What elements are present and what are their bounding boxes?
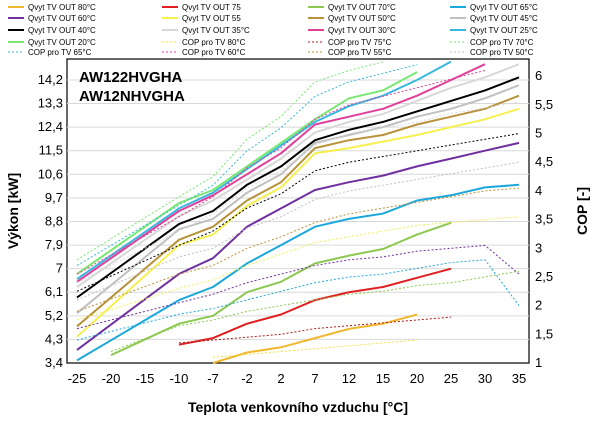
series-line bbox=[76, 161, 520, 301]
y-tick-label: 5,2 bbox=[45, 308, 63, 323]
series-line bbox=[76, 76, 520, 299]
series-line bbox=[76, 101, 520, 284]
x-tick-label: -2 bbox=[241, 371, 253, 386]
x-tick-label: 12 bbox=[342, 371, 356, 386]
x-tick-label: -7 bbox=[207, 371, 219, 386]
y-tick-label: 11,5 bbox=[39, 143, 63, 158]
plot-frame bbox=[66, 58, 530, 364]
series-line bbox=[76, 71, 418, 275]
series-line bbox=[76, 183, 520, 362]
x-tick-label: 25 bbox=[444, 371, 458, 386]
y2-tick-label: 1 bbox=[535, 355, 542, 370]
y-tick-label: 7 bbox=[56, 261, 63, 276]
series-line bbox=[76, 259, 520, 341]
legend-label: Qvyt TV OUT 20°C bbox=[28, 38, 96, 47]
y-tick-label: 12,4 bbox=[38, 119, 63, 134]
series-line bbox=[76, 60, 452, 280]
y2-tick-label: 5 bbox=[535, 126, 542, 141]
x-tick-label: 2 bbox=[277, 371, 284, 386]
series-line bbox=[110, 270, 520, 352]
y2-tick-label: 6 bbox=[535, 68, 542, 83]
y-axis-title: Výkon [kW] bbox=[5, 173, 21, 249]
x-tick-label: -15 bbox=[136, 371, 155, 386]
legend-label: Qvyt TV OUT 70°C bbox=[328, 3, 396, 12]
legend-label: COP pro TV 50°C bbox=[470, 48, 534, 57]
x-axis-title: Teplota venkovního vzduchu [°C] bbox=[188, 399, 408, 415]
legend-label: Qvyt TV OUT 40°C bbox=[28, 26, 96, 35]
y-tick-label: 4,3 bbox=[45, 331, 63, 346]
series-line bbox=[76, 187, 520, 312]
x-tick-label: -20 bbox=[102, 371, 121, 386]
legend-label: Qvyt TV OUT 80°C bbox=[28, 3, 96, 12]
series-line bbox=[76, 244, 520, 330]
y2-tick-label: 4 bbox=[535, 183, 542, 198]
y2-tick-label: 2 bbox=[535, 298, 542, 313]
ticks: 3,44,35,26,177,98,89,710,611,512,413,314… bbox=[38, 68, 553, 386]
y-tick-label: 14,2 bbox=[38, 72, 63, 87]
series-line bbox=[76, 70, 486, 275]
y2-tick-label: 2,5 bbox=[535, 269, 553, 284]
series-line bbox=[178, 316, 452, 344]
y-tick-label: 6,1 bbox=[45, 284, 63, 299]
y-tick-label: 13,3 bbox=[38, 96, 63, 111]
legend-label: Qvyt TV OUT 45°C bbox=[470, 14, 538, 23]
y-tick-label: 3,4 bbox=[45, 355, 63, 370]
y2-tick-label: 5,5 bbox=[535, 97, 553, 112]
series-line bbox=[212, 313, 418, 364]
x-tick-label: 30 bbox=[478, 371, 492, 386]
model-label-1: AW122HVGHA bbox=[79, 69, 183, 86]
legend-label: Qvyt TV OUT 50°C bbox=[328, 14, 396, 23]
x-tick-label: -25 bbox=[68, 371, 87, 386]
x-tick-label: 15 bbox=[376, 371, 390, 386]
legend-label: COP pro TV 55°C bbox=[328, 48, 392, 57]
series-line bbox=[76, 63, 520, 288]
y-tick-label: 7,9 bbox=[45, 237, 63, 252]
legend-label: Qvyt TV OUT 60°C bbox=[28, 14, 96, 23]
legend-label: COP pro TV 80°C bbox=[182, 38, 246, 47]
x-tick-label: 7 bbox=[311, 371, 318, 386]
legend-label: Qvyt TV OUT 75 bbox=[182, 3, 241, 12]
x-tick-label: -10 bbox=[170, 371, 189, 386]
legend-label: Qvyt TV OUT 65°C bbox=[470, 3, 538, 12]
series-line bbox=[76, 141, 520, 351]
y2-axis-title: COP [-] bbox=[574, 187, 590, 235]
series-line bbox=[76, 107, 520, 338]
legend-label: COP pro TV 70°C bbox=[470, 38, 534, 47]
model-label-2: AW12NHVGHA bbox=[79, 88, 185, 105]
legend-label: COP pro TV 65°C bbox=[28, 48, 92, 57]
y-tick-label: 9,7 bbox=[45, 190, 63, 205]
legend-label: Qvyt TV OUT 30°C bbox=[328, 26, 396, 35]
series-line bbox=[76, 94, 520, 328]
legend: Qvyt TV OUT 80°C Qvyt TV OUT 75 Qvyt TV OU… bbox=[8, 3, 538, 57]
series-line bbox=[76, 216, 520, 321]
y2-tick-label: 3,5 bbox=[535, 212, 553, 227]
series-line bbox=[76, 63, 486, 283]
legend-label: COP pro TV 60°C bbox=[182, 48, 246, 57]
series-line bbox=[178, 267, 452, 346]
x-tick-label: 20 bbox=[410, 371, 424, 386]
y-tick-label: 10,6 bbox=[38, 166, 63, 181]
series-line bbox=[110, 221, 452, 357]
x-tick-label: 35 bbox=[512, 371, 526, 386]
y2-tick-label: 3 bbox=[535, 240, 542, 255]
grid bbox=[67, 79, 529, 340]
series-lines bbox=[76, 60, 520, 364]
legend-label: Qvyt TV OUT 35°C bbox=[182, 26, 250, 35]
series-line bbox=[76, 61, 384, 261]
legend-label: Qvyt TV OUT 55 bbox=[182, 14, 241, 23]
y2-tick-label: 1,5 bbox=[535, 326, 553, 341]
y2-tick-label: 4,5 bbox=[535, 154, 553, 169]
series-line bbox=[76, 133, 520, 292]
legend-label: COP pro TV 75°C bbox=[328, 38, 392, 47]
y-tick-label: 8,8 bbox=[45, 213, 63, 228]
legend-label: Qvyt TV OUT 25°C bbox=[470, 26, 538, 35]
